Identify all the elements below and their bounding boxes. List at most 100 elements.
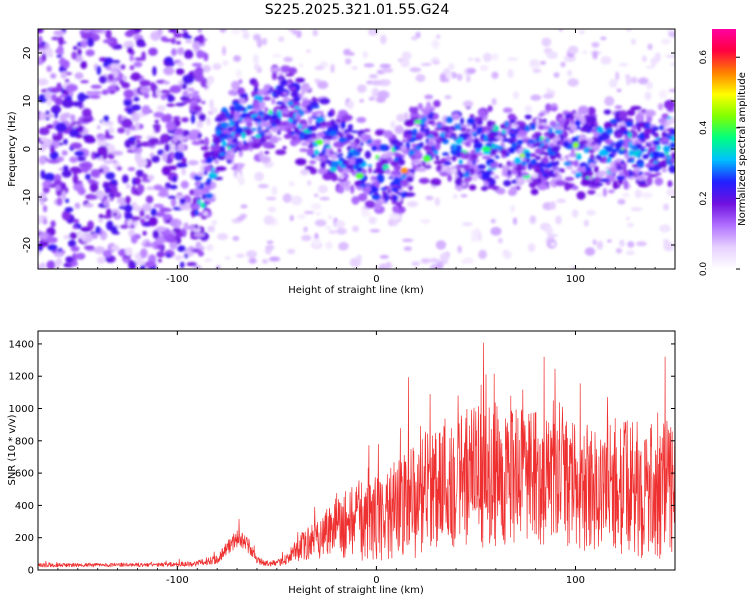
spectrogram-cell bbox=[148, 47, 158, 56]
spectrogram-cell bbox=[351, 150, 359, 157]
spectrogram-cell bbox=[608, 189, 615, 194]
spectrogram-cell bbox=[549, 120, 557, 127]
spectrogram-cell bbox=[197, 29, 202, 34]
spectrogram-cell bbox=[558, 29, 563, 32]
spectrogram-cell bbox=[258, 110, 265, 116]
spectrogram-cell bbox=[384, 261, 392, 269]
spectrogram-cell bbox=[461, 221, 473, 227]
snr-x-ticks: -100 0 100 bbox=[37, 331, 676, 586]
spectrogram-cell bbox=[218, 133, 226, 139]
spectrogram-cell bbox=[313, 126, 318, 130]
spectrogram-cell bbox=[204, 193, 214, 199]
spectrogram-cell bbox=[503, 180, 512, 187]
spectrogram-cell bbox=[76, 231, 83, 236]
spectrogram-cell bbox=[651, 151, 660, 157]
spectrogram-cell bbox=[485, 178, 492, 183]
spectrogram-cell bbox=[156, 105, 166, 112]
spectrogram-cell bbox=[200, 212, 204, 217]
spectrogram-cell bbox=[564, 154, 570, 160]
spectrogram-cell bbox=[290, 195, 303, 206]
spectrogram-cell bbox=[329, 166, 338, 172]
spectrogram-cell bbox=[209, 99, 214, 110]
spectrogram-cell bbox=[205, 201, 211, 205]
spectrogram-cell bbox=[181, 29, 188, 32]
spectrogram-cell bbox=[490, 218, 496, 224]
spectrogram-cell bbox=[145, 195, 154, 204]
spectrogram-cell bbox=[130, 216, 141, 221]
spectrogram-cell bbox=[626, 109, 636, 116]
spectrogram-cell bbox=[153, 111, 165, 118]
spectrogram-cell bbox=[187, 160, 199, 166]
spectrogram-cell bbox=[338, 109, 348, 116]
spectrogram-cell bbox=[637, 159, 643, 163]
spectrogram-cell bbox=[501, 154, 507, 158]
spectrogram-cell bbox=[456, 73, 463, 81]
spectrogram-x-ticks: -100 0 100 bbox=[37, 29, 676, 285]
spectrogram-cell bbox=[63, 138, 68, 145]
spectrogram-cell bbox=[299, 63, 304, 68]
spectrogram-cell bbox=[337, 185, 345, 194]
spectrogram-cell bbox=[169, 184, 178, 190]
spectrogram-cell bbox=[96, 124, 101, 130]
spectrogram-cell bbox=[602, 155, 607, 164]
spectrogram-cell bbox=[351, 130, 360, 134]
spectrogram-cell bbox=[261, 141, 273, 148]
spectrogram-x-label: Height of straight line (km) bbox=[288, 285, 424, 296]
spectrogram-cell bbox=[567, 45, 579, 55]
spectrogram-cell bbox=[444, 95, 452, 100]
spectrogram-cell bbox=[534, 148, 543, 154]
spectrogram-cell bbox=[589, 122, 596, 128]
spectrogram-cell bbox=[85, 91, 94, 95]
spectrogram-cell bbox=[128, 260, 137, 269]
spectrogram-cell bbox=[98, 75, 107, 84]
spectrogram-cell bbox=[271, 98, 276, 105]
spectrogram-cell bbox=[181, 117, 189, 123]
spectrogram-cell bbox=[235, 105, 242, 113]
spectrogram-cell bbox=[227, 126, 233, 132]
spectrogram-cell bbox=[445, 166, 453, 174]
spectrogram-cell bbox=[200, 145, 210, 151]
y-tick-label: 1400 bbox=[9, 339, 34, 350]
spectrogram-cell bbox=[148, 216, 158, 227]
spectrogram-cell bbox=[625, 216, 630, 221]
spectrogram-cell bbox=[175, 68, 185, 76]
spectrogram-cell bbox=[590, 129, 595, 133]
spectrogram-cell bbox=[177, 61, 184, 67]
spectrogram-cell bbox=[400, 58, 410, 68]
spectrogram-cell bbox=[186, 262, 198, 267]
spectrogram-cell bbox=[193, 175, 202, 181]
spectrogram-cell bbox=[133, 61, 143, 68]
spectrogram-cell bbox=[408, 185, 414, 191]
spectrogram-cell bbox=[123, 40, 135, 50]
spectrogram-cell bbox=[442, 152, 450, 156]
spectrogram-cell bbox=[612, 180, 618, 190]
spectrogram-cell bbox=[367, 29, 379, 37]
spectrogram-cell bbox=[441, 125, 450, 132]
spectrogram-cell bbox=[532, 69, 542, 73]
spectrogram-cell bbox=[38, 78, 49, 86]
spectrogram-cell bbox=[153, 203, 165, 208]
spectrogram-cell bbox=[222, 60, 229, 66]
spectrogram-cell bbox=[193, 189, 201, 199]
spectrogram-cell bbox=[368, 216, 377, 225]
spectrogram-cell bbox=[82, 168, 89, 173]
spectrogram-cell bbox=[466, 75, 471, 83]
spectrogram-cell bbox=[223, 151, 227, 155]
spectrogram-cell bbox=[433, 160, 444, 165]
spectrogram-cell bbox=[398, 158, 405, 166]
spectrogram-cell bbox=[578, 29, 586, 35]
spectrogram-cell bbox=[604, 96, 615, 107]
spectrogram-cell bbox=[637, 126, 641, 132]
spectrogram-cell bbox=[296, 30, 302, 39]
spectrogram-cell bbox=[580, 145, 585, 151]
spectrogram-cell bbox=[634, 139, 641, 144]
spectrogram-cell bbox=[552, 145, 562, 149]
spectrogram-cell bbox=[554, 180, 567, 187]
spectrogram-cell bbox=[155, 87, 161, 97]
spectrogram-cell bbox=[529, 215, 537, 224]
spectrogram-cell bbox=[658, 137, 663, 141]
spectrogram-cell bbox=[300, 169, 309, 176]
spectrogram-cell bbox=[510, 186, 517, 191]
spectrogram-cell bbox=[524, 105, 533, 114]
spectrogram-cell bbox=[265, 196, 277, 201]
